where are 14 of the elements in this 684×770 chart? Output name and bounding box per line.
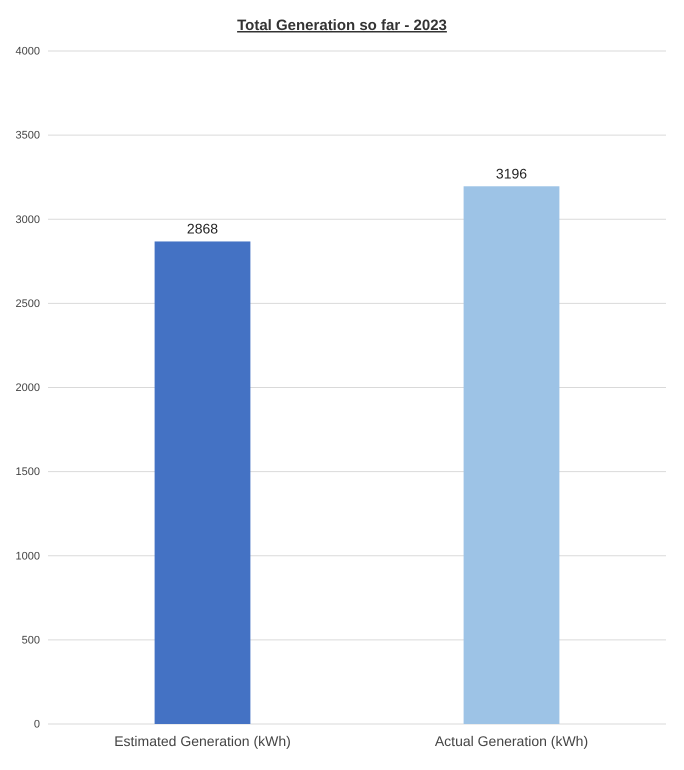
data-label: 2868 [186,220,218,236]
y-tick-label: 2000 [16,382,40,394]
y-tick-label: 3500 [16,130,40,142]
y-tick-label: 2500 [16,298,40,310]
y-tick-label: 500 [22,634,40,646]
y-tick-label: 3000 [16,214,40,226]
data-label: 3196 [496,165,528,182]
x-tick-label: Actual Generation (kWh) [434,733,588,749]
y-tick-label: 1500 [16,466,40,478]
x-tick-label: Estimated Generation (kWh) [114,733,291,749]
y-tick-label: 4000 [16,46,40,58]
chart-title: Total Generation so far - 2023 [237,17,447,34]
y-tick-label: 0 [34,718,40,731]
y-tick-label: 1000 [16,550,40,562]
